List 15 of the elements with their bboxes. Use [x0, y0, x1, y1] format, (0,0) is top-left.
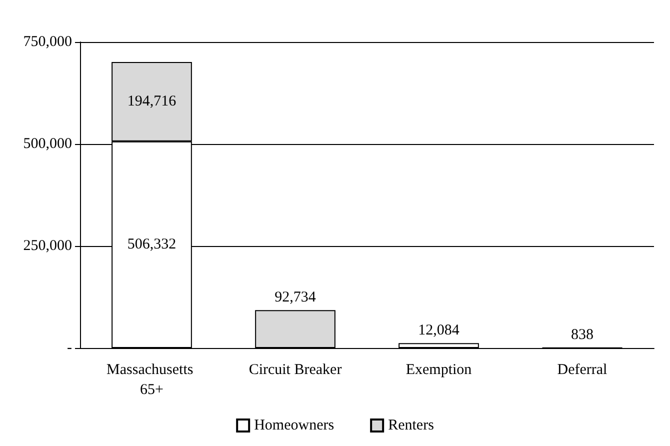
data-label: 12,084 — [418, 322, 460, 339]
legend-label: Homeowners — [254, 418, 334, 434]
data-label: 838 — [571, 326, 594, 343]
y-tick-label: 250,000 — [23, 238, 72, 254]
x-tick-label: Exemption — [406, 362, 472, 378]
data-label: 92,734 — [274, 290, 316, 306]
x-tick-label: Massachusetts 65+ — [106, 362, 197, 398]
legend-label: Renters — [388, 418, 434, 434]
y-tick-label: - — [67, 340, 72, 356]
y-tick-label: 750,000 — [23, 34, 72, 50]
data-label: 506,332 — [127, 236, 176, 253]
x-tick-label: Circuit Breaker — [248, 362, 342, 378]
data-label: 194,716 — [127, 94, 177, 110]
y-tick-label: 500,000 — [23, 136, 72, 152]
x-tick-label: Deferral — [557, 362, 608, 378]
